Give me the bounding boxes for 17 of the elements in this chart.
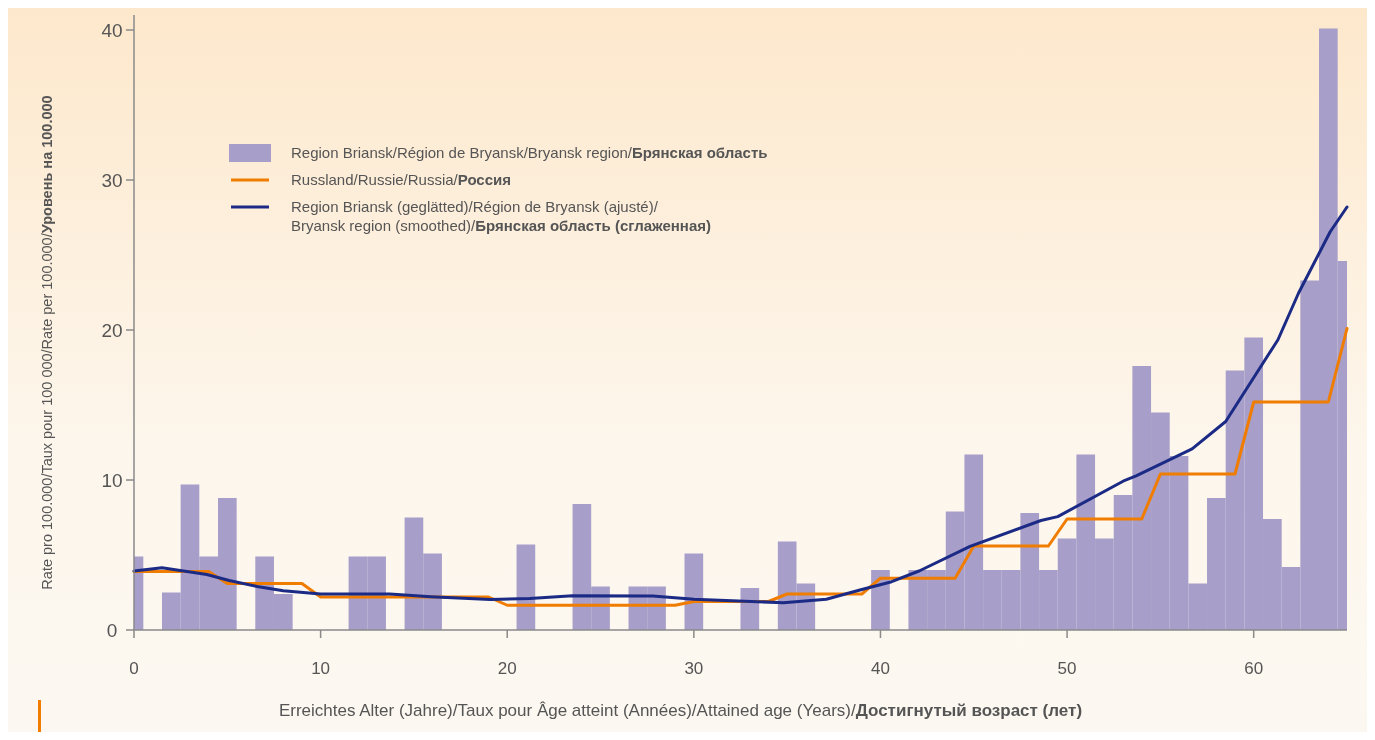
x-tick-label: 30 (684, 659, 704, 678)
y-tick-label: 20 (101, 320, 123, 341)
y-tick-label: 40 (101, 20, 123, 41)
x-axis-title: Erreichtes Alter (Jahre)/Taux pour Âge atteint (Années)/Attained age (Years)/Достигнутый возраст (лет) (278, 701, 1083, 720)
y-axis-title: Rate pro 100.000/Taux pour 100 000/Rate per 100.000/Уровень на 100.000 (39, 95, 55, 590)
x-tick-label: 20 (497, 659, 517, 678)
x-tick-label: 0 (129, 659, 139, 678)
y-tick-label: 0 (106, 620, 118, 641)
x-tick-label: 60 (1244, 659, 1264, 678)
y-tick-label: 10 (101, 470, 123, 491)
x-tick-label: 40 (871, 659, 890, 678)
legend-label: Russland/Russie/Russia/Россия (291, 171, 512, 188)
legend-label: Region Briansk/Région de Bryansk/Bryansk region/Брянская область (291, 144, 768, 161)
x-tick-label: 10 (311, 659, 331, 678)
legend-label: Region Briansk (geglätted)/Région de Bryansk (ajusté)/Bryansk region (smoothed)/Брянская область (сглаженная) (291, 198, 711, 234)
x-tick-label: 50 (1057, 659, 1077, 678)
y-tick-label: 30 (101, 170, 123, 191)
